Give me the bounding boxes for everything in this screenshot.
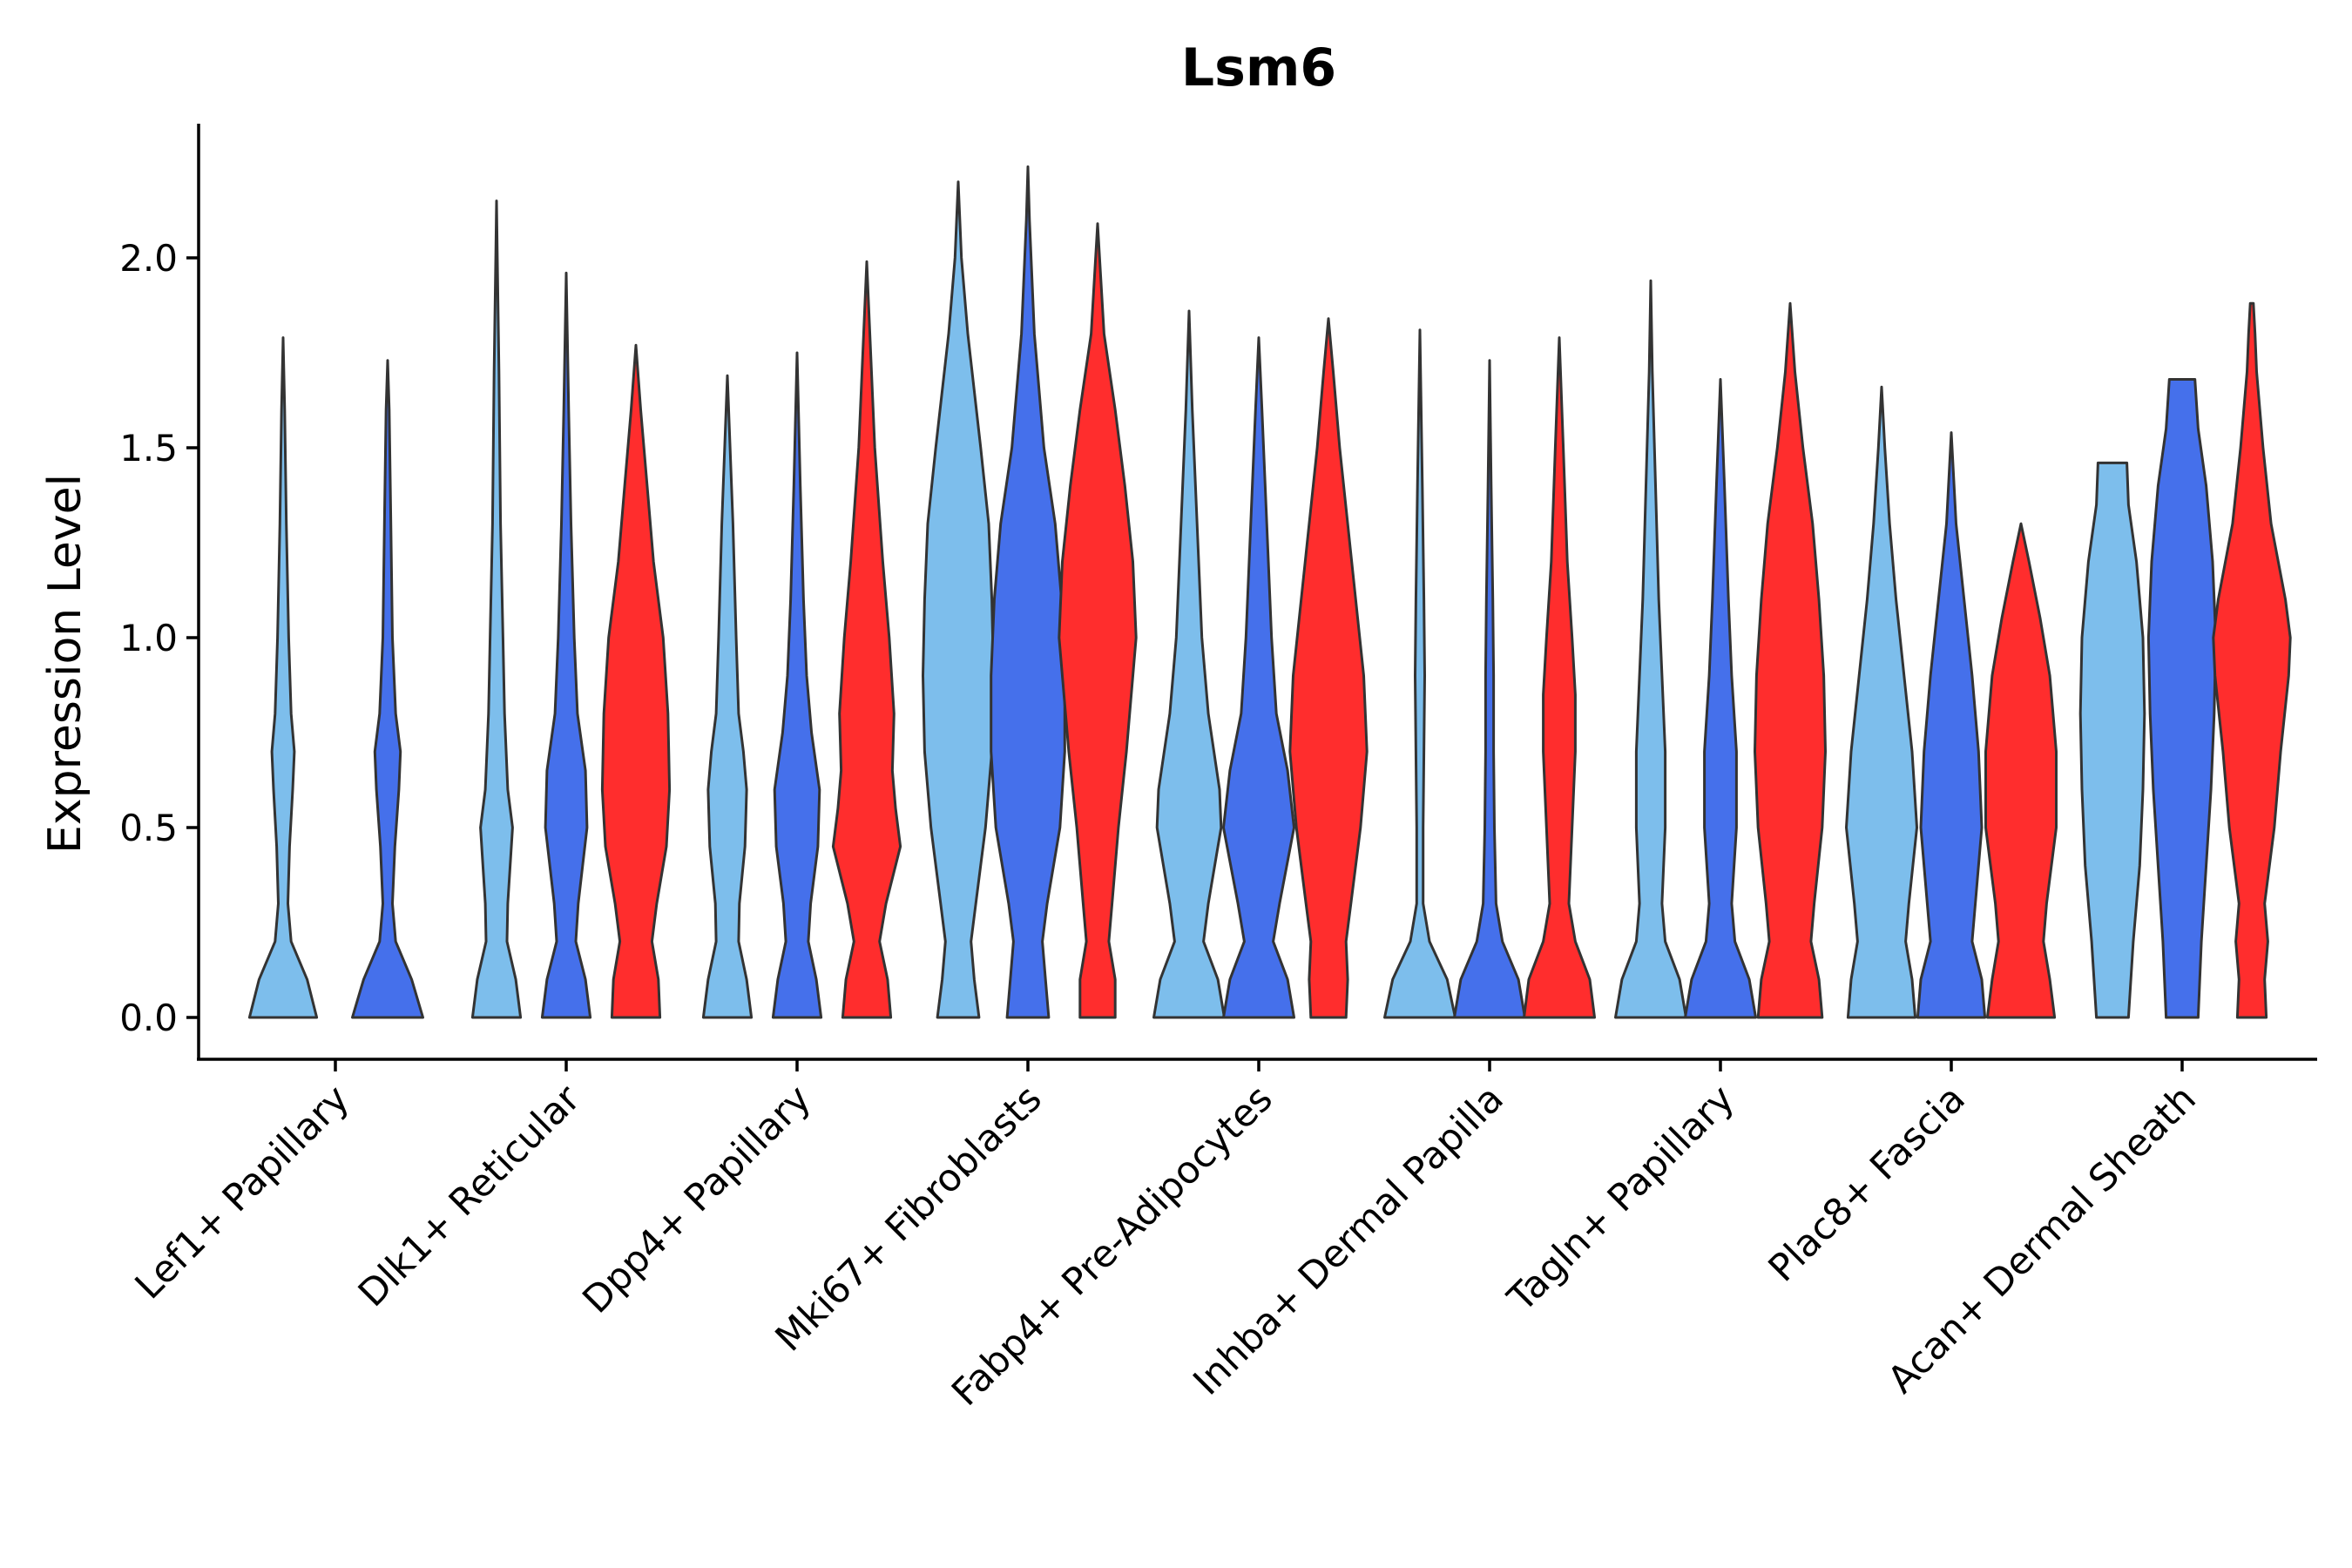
violin-6-0 <box>1614 279 1687 1019</box>
y-axis-label: Expression Level <box>39 474 91 854</box>
violin-5-0 <box>1383 328 1456 1019</box>
violin-0-1 <box>351 359 424 1019</box>
violin-2-1 <box>771 351 823 1019</box>
violin-group <box>247 165 2292 1019</box>
y-tick-label: 1.0 <box>119 617 178 659</box>
x-tick-label: Plac8+ Fascia <box>1761 1077 1974 1290</box>
violin-8-2 <box>2212 301 2292 1019</box>
x-tick-label: Mki67+ Fibroblasts <box>767 1077 1051 1360</box>
y-tick-label: 0.5 <box>119 807 178 849</box>
violin-7-1 <box>1916 431 1987 1019</box>
violin-3-1 <box>990 165 1066 1019</box>
violin-7-2 <box>1984 522 2058 1019</box>
violin-1-2 <box>600 343 672 1019</box>
violin-8-0 <box>2078 461 2146 1019</box>
chart-title: Lsm6 <box>1181 37 1336 98</box>
x-tick-label: Lef1+ Papillary <box>127 1077 358 1308</box>
violin-4-2 <box>1288 317 1369 1019</box>
y-axis-ticks: 0.0 0.5 1.0 1.5 2.0 <box>119 237 199 1039</box>
violin-6-1 <box>1684 378 1757 1019</box>
violin-7-0 <box>1845 385 1918 1019</box>
violin-6-2 <box>1754 301 1827 1019</box>
x-tick-label: Dpp4+ Papillary <box>575 1077 820 1321</box>
violin-1-1 <box>540 271 592 1019</box>
y-tick-label: 2.0 <box>119 237 178 280</box>
x-tick-label: Tagln+ Papillary <box>1499 1077 1743 1321</box>
violin-1-0 <box>470 199 523 1019</box>
y-tick-label: 1.5 <box>119 427 178 470</box>
violin-4-1 <box>1222 336 1295 1019</box>
violin-5-1 <box>1453 359 1526 1019</box>
x-tick-label: Dlk1+ Reticular <box>350 1077 589 1315</box>
violin-4-0 <box>1152 309 1226 1019</box>
violin-2-2 <box>831 260 902 1019</box>
violin-3-2 <box>1058 222 1138 1019</box>
violin-0-0 <box>247 336 319 1019</box>
violin-8-1 <box>2146 378 2218 1019</box>
violin-2-0 <box>701 374 754 1019</box>
violin-3-0 <box>922 180 995 1019</box>
violin-5-2 <box>1523 336 1596 1019</box>
y-tick-label: 0.0 <box>119 997 178 1039</box>
